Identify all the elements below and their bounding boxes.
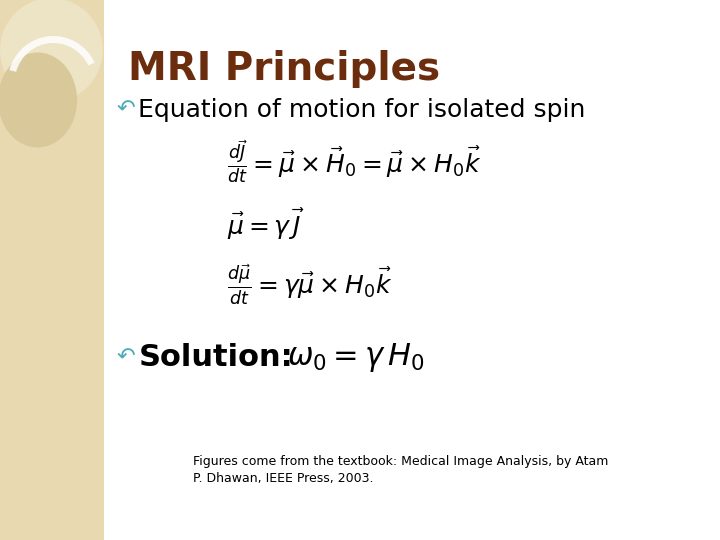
Text: $\frac{d\vec{J}}{dt} = \vec{\mu} \times \vec{H}_0 = \vec{\mu} \times H_0\vec{k}$: $\frac{d\vec{J}}{dt} = \vec{\mu} \times … <box>228 139 482 185</box>
FancyBboxPatch shape <box>0 0 104 540</box>
Text: $\vec{\mu} = \gamma\,\vec{J}$: $\vec{\mu} = \gamma\,\vec{J}$ <box>228 206 305 241</box>
Text: Equation of motion for isolated spin: Equation of motion for isolated spin <box>138 98 586 122</box>
Wedge shape <box>9 36 94 72</box>
Text: $\omega_0 = \gamma\, H_0$: $\omega_0 = \gamma\, H_0$ <box>287 341 424 375</box>
Ellipse shape <box>0 52 77 147</box>
Text: P. Dhawan, IEEE Press, 2003.: P. Dhawan, IEEE Press, 2003. <box>193 472 373 485</box>
Text: $\frac{d\vec{\mu}}{dt} = \gamma\vec{\mu} \times H_0\vec{k}$: $\frac{d\vec{\mu}}{dt} = \gamma\vec{\mu}… <box>228 263 392 307</box>
Text: MRI Principles: MRI Principles <box>128 50 441 88</box>
Text: Solution:: Solution: <box>138 343 293 373</box>
Circle shape <box>0 0 103 102</box>
Text: Figures come from the textbook: Medical Image Analysis, by Atam: Figures come from the textbook: Medical … <box>193 455 608 468</box>
Text: ↶: ↶ <box>117 100 135 120</box>
Text: ↶: ↶ <box>117 348 135 368</box>
